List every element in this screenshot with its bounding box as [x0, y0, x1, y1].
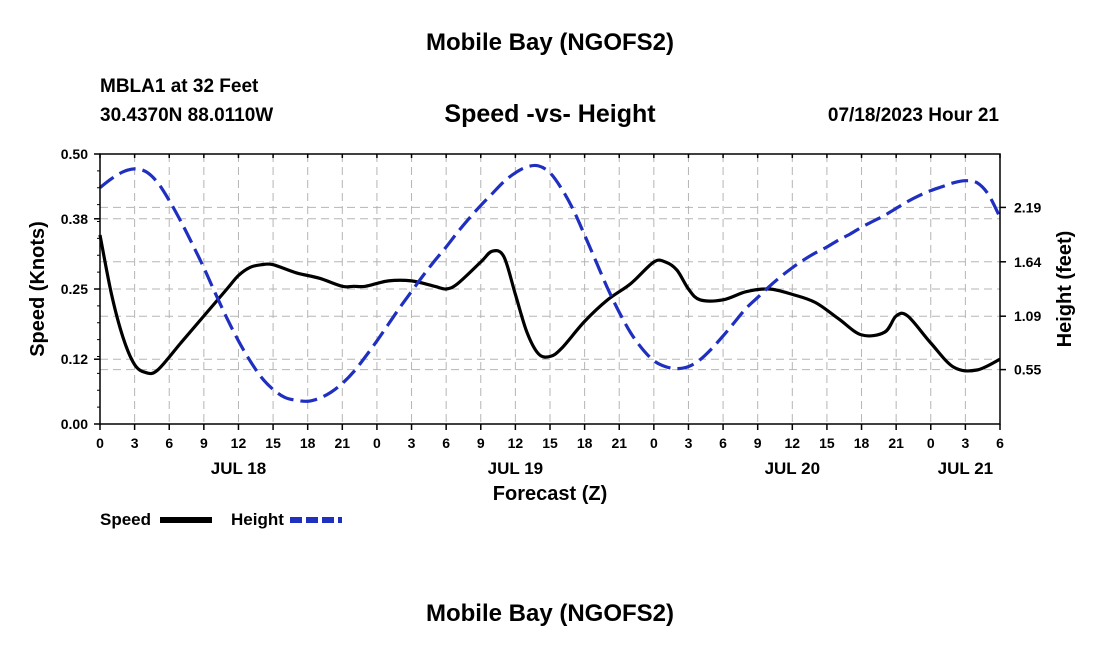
- x-tick-label: 3: [131, 435, 139, 451]
- forecast-datetime: 07/18/2023 Hour 21: [827, 105, 999, 126]
- x-tick-label: 0: [96, 435, 104, 451]
- x-tick-label: 18: [577, 435, 593, 451]
- x-tick-label: 9: [477, 435, 485, 451]
- day-label: JUL 19: [488, 459, 543, 478]
- x-axis-label: Forecast (Z): [493, 483, 607, 505]
- grid-lines: [100, 154, 1000, 424]
- tick-labels: 0 3 6 9 12 15 18 21 0 3 6 9 12 15 18 21 0 3 6 9 12 15 18 21 0 3 6 0…: [61, 146, 1042, 478]
- x-tick-label: 18: [300, 435, 316, 451]
- series-lines: [98, 163, 1002, 403]
- x-tick-label: 15: [265, 435, 281, 451]
- footer-title: Mobile Bay (NGOFS2): [425, 600, 675, 627]
- y-tick-label: 0.12: [61, 351, 88, 367]
- y-tick-label: 0.00: [61, 416, 88, 432]
- chart-subtitle: Speed -vs- Height: [444, 100, 656, 128]
- x-tick-label: 3: [961, 435, 969, 451]
- y2-tick-label: 1.64: [1014, 254, 1041, 270]
- x-tick-label: 12: [785, 435, 801, 451]
- x-tick-label: 21: [611, 435, 627, 451]
- x-tick-label: 3: [685, 435, 693, 451]
- x-tick-label: 18: [854, 435, 870, 451]
- y2-tick-label: 0.55: [1014, 362, 1041, 378]
- x-tick-label: 3: [408, 435, 416, 451]
- legend-speed-label: Speed: [100, 510, 151, 529]
- series-line-height: [99, 163, 1002, 403]
- y2-axis-label: Height (feet): [1054, 231, 1076, 348]
- x-tick-label: 6: [442, 435, 450, 451]
- axis-ticks: [94, 153, 1006, 430]
- y2-tick-label: 1.09: [1014, 308, 1041, 324]
- station-coordinates: 30.4370N 88.0110W: [100, 105, 274, 126]
- station-name: MBLA1 at 32 Feet: [100, 76, 259, 97]
- day-label: JUL 21: [938, 459, 993, 478]
- y2-tick-label: 2.19: [1014, 199, 1041, 215]
- x-tick-label: 0: [927, 435, 935, 451]
- y-tick-label: 0.25: [61, 281, 88, 297]
- x-tick-label: 12: [508, 435, 524, 451]
- series-line-speed: [98, 234, 1001, 376]
- x-tick-label: 9: [200, 435, 208, 451]
- x-tick-label: 6: [719, 435, 727, 451]
- x-tick-label: 9: [754, 435, 762, 451]
- legend-height-label: Height: [231, 510, 284, 529]
- chart-title: Mobile Bay (NGOFS2): [425, 29, 675, 56]
- x-tick-label: 15: [819, 435, 835, 451]
- y-tick-label: 0.38: [61, 211, 88, 227]
- day-label: JUL 18: [211, 459, 266, 478]
- y-tick-label: 0.50: [61, 146, 88, 162]
- x-tick-label: 6: [165, 435, 173, 451]
- day-label: JUL 20: [765, 459, 820, 478]
- x-tick-label: 15: [542, 435, 558, 451]
- y-axis-label: Speed (Knots): [27, 221, 49, 357]
- x-tick-label: 0: [373, 435, 381, 451]
- legend: Speed Height: [100, 510, 342, 529]
- x-tick-label: 12: [231, 435, 247, 451]
- x-tick-label: 0: [650, 435, 658, 451]
- x-tick-label: 21: [335, 435, 351, 451]
- x-tick-label: 6: [996, 435, 1004, 451]
- x-tick-label: 21: [888, 435, 904, 451]
